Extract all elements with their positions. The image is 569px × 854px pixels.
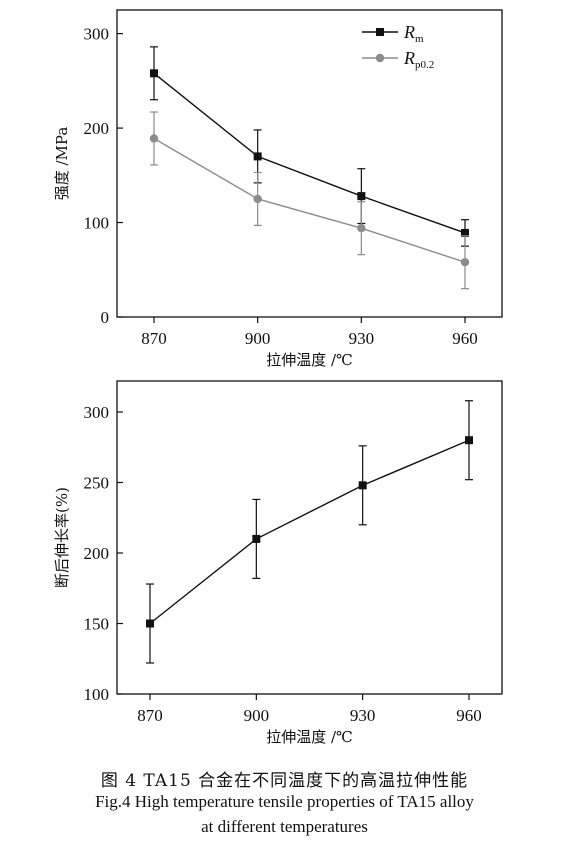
legend-label-main: R [403,22,415,42]
data-point [149,134,159,143]
plot-frame [116,380,503,695]
data-point [253,194,262,204]
legend-item: Rp0.2 [362,48,434,71]
data-point [357,224,366,233]
x-axis-label: 拉伸温度 /℃ [266,351,353,369]
x-tick-label: 900 [245,329,271,348]
y-tick-label: 300 [84,25,110,44]
legend-item: Rm [362,22,424,45]
legend-label-sub: p0.2 [415,59,434,71]
plot-frame [116,9,503,318]
x-axis-label: 拉伸温度 /℃ [266,728,353,746]
y-tick-label: 100 [84,685,110,704]
data-point [146,619,154,628]
y-tick-label: 250 [84,474,110,493]
series-elongation [146,400,473,664]
legend-label-sub: m [415,33,424,45]
legend-marker [375,53,385,63]
y-tick-label: 100 [84,214,110,233]
x-tick-label: 870 [137,706,163,725]
series-line [153,72,466,234]
elongation-chart: 100 150 200 250 300 870 900 930 960 拉伸温度 /℃ 断后伸… [53,380,503,746]
y-tick-label: 200 [84,119,110,138]
series-line [153,137,466,263]
data-point [150,69,158,78]
data-point [460,258,470,267]
x-tick-label: 960 [456,706,482,725]
data-point [465,436,473,445]
legend-label-main: R [403,48,415,68]
y-tick-label: 150 [84,615,110,634]
data-point [252,534,261,543]
y-axis-label: 断后伸长率(%) [53,487,71,588]
x-tick-label: 870 [141,329,167,348]
data-point [357,192,366,201]
data-point [461,228,469,237]
data-point [358,481,367,490]
series-line [149,439,470,625]
legend-label: Rp0.2 [403,48,434,71]
y-tick-label: 0 [101,308,110,327]
x-tick-label: 960 [452,329,478,348]
x-tick-label: 900 [244,706,270,725]
y-tick-label: 300 [84,403,110,422]
figure-caption-chinese: 图 4 TA15 合金在不同温度下的高温拉伸性能 [100,771,469,791]
figure-caption-english-line1: Fig.4 High temperature tensile propertie… [95,792,474,811]
y-tick-label: 200 [84,544,110,563]
series-Rm [150,46,469,247]
x-tick-label: 930 [349,329,375,348]
y-axis-label: 强度 /MPa [53,127,71,201]
series-Rp02 [149,111,470,290]
data-point [253,152,262,161]
legend-marker [376,28,384,36]
x-tick-label: 930 [350,706,376,725]
figure-caption-english-line2: at different temperatures [201,817,368,836]
legend-label: Rm [403,22,424,45]
